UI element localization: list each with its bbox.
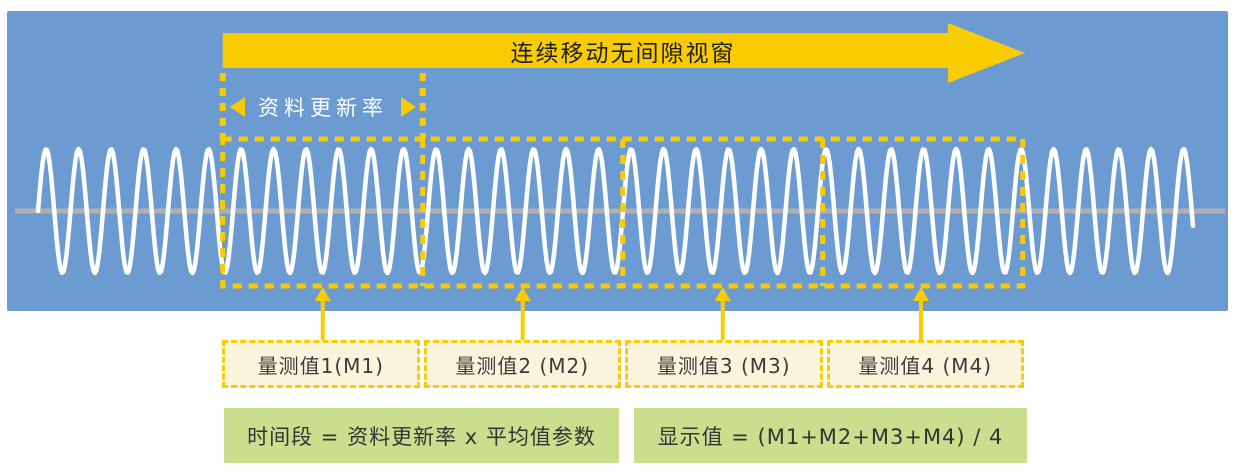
update-rate-brackets [219, 73, 426, 139]
measurement-label-3: 量测值3 (M3) [656, 353, 791, 378]
measurement-label-4: 量测值4 (M4) [858, 353, 993, 378]
sine-wave [35, 146, 1196, 276]
pointer-head-3 [714, 287, 731, 301]
right-arrow-icon [401, 97, 416, 117]
measurement-label-box-4: 量测值4 (M4) [826, 340, 1024, 388]
pointer-head-2 [514, 287, 531, 301]
scope-panel-bg [7, 11, 1228, 311]
display-formula-text: 显示值 = (M1+M2+M3+M4) / 4 [657, 424, 1004, 449]
period-formula-box: 时间段 = 资料更新率 x 平均值参数 [224, 408, 619, 463]
measurement-label-box-3: 量测值3 (M3) [625, 340, 823, 388]
moving-window-arrow [222, 23, 1025, 83]
pointer-head-1 [314, 287, 331, 301]
period-formula-text: 时间段 = 资料更新率 x 平均值参数 [247, 424, 596, 449]
pointer-arrows [314, 287, 929, 341]
measurement-label-2: 量测值2 (M2) [455, 353, 590, 378]
measurement-label-box-2: 量测值2 (M2) [423, 340, 621, 388]
sampling-windows-box [220, 136, 1026, 289]
update-rate-label-group: 资料更新率 [230, 93, 416, 121]
display-formula-box: 显示值 = (M1+M2+M3+M4) / 4 [634, 408, 1027, 463]
left-arrow-icon [230, 97, 245, 117]
measurement-labels-row: 量测值1(M1) 量测值2 (M2) 量测值3 (M3) 量测值4 (M4) [222, 340, 1024, 388]
measurement-label-1: 量测值1(M1) [257, 353, 384, 378]
measurement-label-box-1: 量测值1(M1) [222, 340, 420, 388]
pointer-head-4 [913, 287, 929, 301]
update-rate-label: 资料更新率 [258, 96, 388, 120]
moving-window-label: 连续移动无间隙视窗 [510, 40, 736, 67]
